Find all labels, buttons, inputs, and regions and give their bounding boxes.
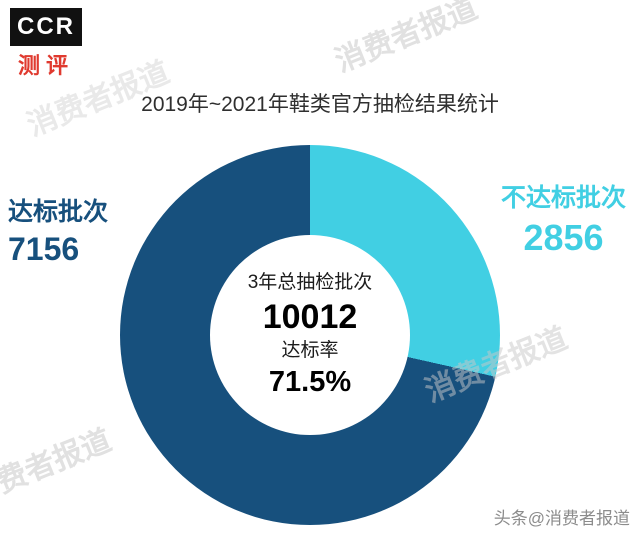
- callout-unqualified-title: 不达标批次: [500, 184, 626, 212]
- callout-unqualified: 不达标批次 2856: [501, 182, 626, 260]
- watermark: 消费者报道: [330, 0, 483, 79]
- donut-chart: 3年总抽检批次 10012 达标率 71.5%: [120, 145, 500, 525]
- donut-center: 3年总抽检批次 10012 达标率 71.5%: [210, 235, 410, 435]
- footer-credit: 头条@消费者报道: [493, 509, 630, 528]
- ccr-logo-subtitle: 测评: [17, 53, 74, 78]
- chart-title: 2019年~2021年鞋类官方抽检结果统计: [141, 93, 499, 116]
- center-total-value: 10012: [262, 297, 358, 336]
- center-total-label: 3年总抽检批次: [247, 271, 373, 293]
- ccr-logo: CCR 测评: [10, 8, 82, 80]
- ccr-logo-box: CCR: [10, 8, 82, 46]
- center-rate-label: 达标率: [281, 340, 339, 362]
- callout-qualified-value: 7156: [8, 230, 80, 267]
- callout-qualified-title: 达标批次: [8, 198, 109, 226]
- callout-qualified: 达标批次 7156: [8, 196, 108, 270]
- watermark: 消费者报道: [0, 423, 117, 511]
- callout-unqualified-value: 2856: [523, 216, 604, 258]
- center-rate-value: 71.5%: [268, 365, 352, 398]
